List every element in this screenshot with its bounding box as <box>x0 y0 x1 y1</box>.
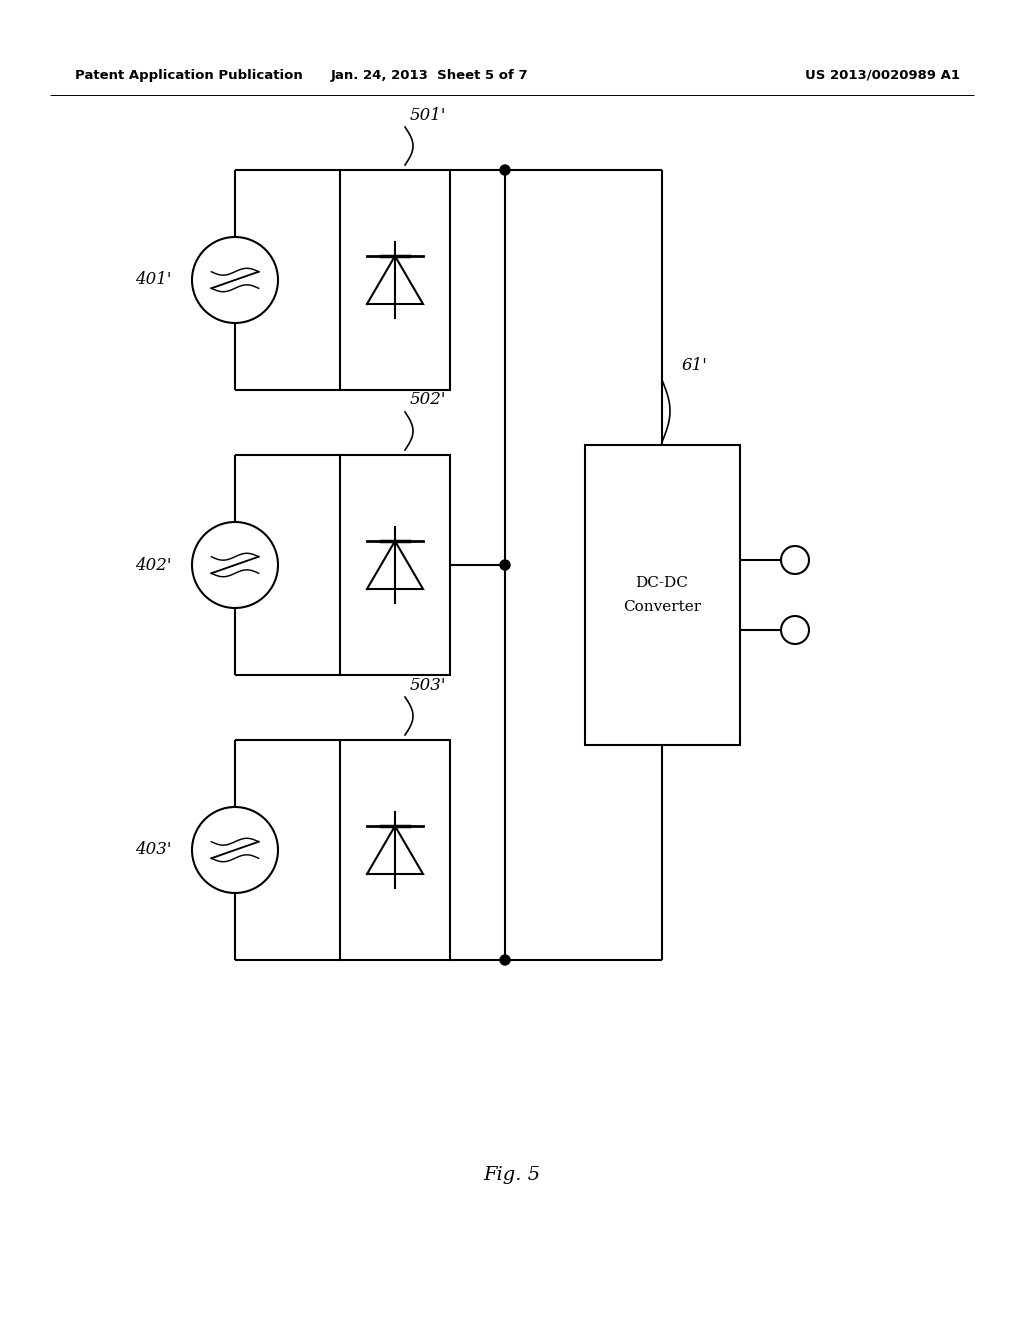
Text: Converter: Converter <box>623 601 701 614</box>
Circle shape <box>193 238 278 323</box>
Circle shape <box>500 165 510 176</box>
Text: 503': 503' <box>410 676 446 693</box>
Text: 401': 401' <box>135 272 172 289</box>
Circle shape <box>193 807 278 894</box>
Text: US 2013/0020989 A1: US 2013/0020989 A1 <box>805 69 961 82</box>
Bar <box>340 170 450 389</box>
Bar <box>340 741 450 960</box>
Text: 403': 403' <box>135 842 172 858</box>
Text: Jan. 24, 2013  Sheet 5 of 7: Jan. 24, 2013 Sheet 5 of 7 <box>331 69 528 82</box>
Text: 502': 502' <box>410 392 446 408</box>
Text: Fig. 5: Fig. 5 <box>483 1166 541 1184</box>
Circle shape <box>781 616 809 644</box>
Circle shape <box>500 560 510 570</box>
Text: 402': 402' <box>135 557 172 573</box>
Text: 61': 61' <box>682 356 708 374</box>
Bar <box>585 445 740 744</box>
Bar <box>340 455 450 675</box>
Circle shape <box>193 521 278 609</box>
Text: Patent Application Publication: Patent Application Publication <box>75 69 303 82</box>
Text: 501': 501' <box>410 107 446 124</box>
Circle shape <box>781 546 809 574</box>
Text: DC-DC: DC-DC <box>636 576 688 590</box>
Circle shape <box>500 954 510 965</box>
